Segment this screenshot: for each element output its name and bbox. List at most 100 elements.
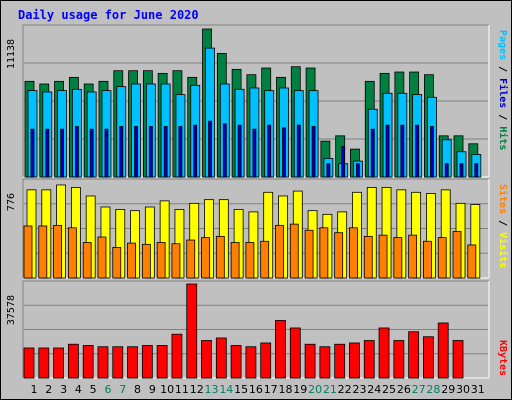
kbytes-bar (245, 346, 257, 379)
pages-bar (163, 126, 168, 178)
kbytes-bar (334, 343, 346, 379)
sites-bar (23, 225, 33, 279)
kbytes-bar (215, 337, 227, 379)
sites-bar (423, 240, 432, 279)
pages-bar (134, 126, 138, 178)
kbytes-bar (275, 320, 286, 379)
pages-bar (267, 124, 272, 178)
visits-y-tick: 776 (6, 193, 17, 211)
kbytes-bar (53, 347, 64, 379)
x-axis-day-label: 20 (308, 383, 322, 396)
kbytes-bar (201, 340, 212, 379)
kbytes-bar (423, 336, 434, 379)
pages-bar (430, 126, 434, 178)
x-axis-day-label: 4 (75, 383, 82, 396)
sites-bar (82, 242, 92, 279)
x-axis-day-label: 9 (149, 383, 156, 396)
sites-bar (319, 227, 329, 279)
kbytes-bar (304, 343, 316, 379)
pages-bar (356, 163, 360, 178)
kbytes-bar (363, 340, 375, 379)
sites-bar (215, 235, 225, 279)
pages-bar (148, 126, 153, 178)
kbytes-bar (408, 331, 420, 379)
x-axis-day-label: 8 (134, 383, 141, 396)
x-axis-day-label: 3 (60, 383, 67, 396)
kbytes-bar (452, 340, 464, 379)
pages-bar (326, 163, 331, 178)
hits-y-tick: 11138 (6, 39, 17, 69)
sites-bar (186, 239, 196, 279)
kbytes-bar (23, 347, 35, 379)
x-axis-day-label: 6 (104, 383, 111, 396)
x-axis-day-label: 21 (323, 383, 337, 396)
kbytes-bar (260, 342, 272, 379)
pages-bar (178, 126, 183, 178)
x-axis-day-label: 31 (471, 383, 485, 396)
x-axis-day-label: 1 (31, 383, 38, 396)
x-axis-day-label: 22 (338, 383, 352, 396)
kbytes-bar (319, 346, 331, 379)
sites-bar (408, 234, 418, 279)
pages-bar (444, 163, 449, 178)
x-axis-day-label: 19 (293, 383, 307, 396)
kbytes-bar (171, 333, 183, 379)
sites-bar (156, 242, 166, 279)
pages-bar (74, 126, 79, 178)
legend-pages-files-hits-part: / (497, 108, 508, 126)
x-axis-day-label: 28 (426, 383, 440, 396)
legend-kbytes: KBytes (497, 340, 508, 376)
kbytes-y-tick: 37578 (6, 295, 17, 325)
pages-bar (474, 163, 479, 178)
pages-bar (282, 127, 286, 178)
legend-pages-files-hits-part: Pages (497, 30, 508, 60)
kbytes-bar (127, 346, 138, 379)
x-axis-day-label: 16 (249, 383, 263, 396)
legend-pages-files-hits: Pages / Files / Hits (497, 30, 509, 150)
kbytes-bar (156, 345, 168, 379)
x-axis-day-label: 15 (234, 383, 248, 396)
x-axis-day-label: 7 (119, 383, 126, 396)
kbytes-bar (97, 346, 109, 379)
x-axis-day-label: 25 (382, 383, 396, 396)
legend-sites-visits-part: Sites (497, 184, 509, 214)
pages-bar (341, 146, 346, 178)
pages-bar (385, 124, 390, 178)
pages-bar (104, 128, 109, 178)
x-axis-day-label: 27 (412, 383, 426, 396)
kbytes-bar (112, 346, 124, 379)
pages-bar (119, 126, 124, 178)
pages-bar (311, 126, 316, 178)
pages-bar (208, 120, 212, 178)
sites-bar (452, 231, 462, 279)
x-axis-day-label: 23 (352, 383, 366, 396)
kbytes-bar (289, 327, 301, 379)
kbytes-bar (230, 345, 242, 379)
pages-bar (45, 128, 50, 178)
kbytes-bar (186, 283, 198, 379)
pages-bar (252, 128, 257, 178)
sites-bar (38, 225, 48, 279)
kbytes-bar (349, 342, 360, 379)
kbytes-bar (141, 345, 153, 379)
kbytes-bar (82, 345, 94, 379)
sites-bar (53, 224, 62, 279)
x-axis-day-label: 30 (456, 383, 470, 396)
sites-bar (304, 229, 314, 279)
sites-bar (467, 244, 477, 279)
sites-bar (245, 242, 255, 279)
kbytes-bar (437, 322, 449, 379)
legend-pages-files-hits-part: / (497, 60, 508, 78)
legend-sites-visits: Sites / Visits (497, 184, 509, 268)
pages-bar (415, 124, 420, 178)
pages-bar (459, 163, 464, 178)
pages-bar (193, 124, 198, 178)
x-axis-day-label: 18 (278, 383, 292, 396)
pages-bar (30, 128, 35, 178)
kbytes-bar (378, 327, 390, 379)
kbytes-bar (67, 343, 79, 379)
sites-bar (112, 246, 122, 279)
sites-bar (378, 234, 388, 279)
x-axis-day-label: 5 (90, 383, 97, 396)
